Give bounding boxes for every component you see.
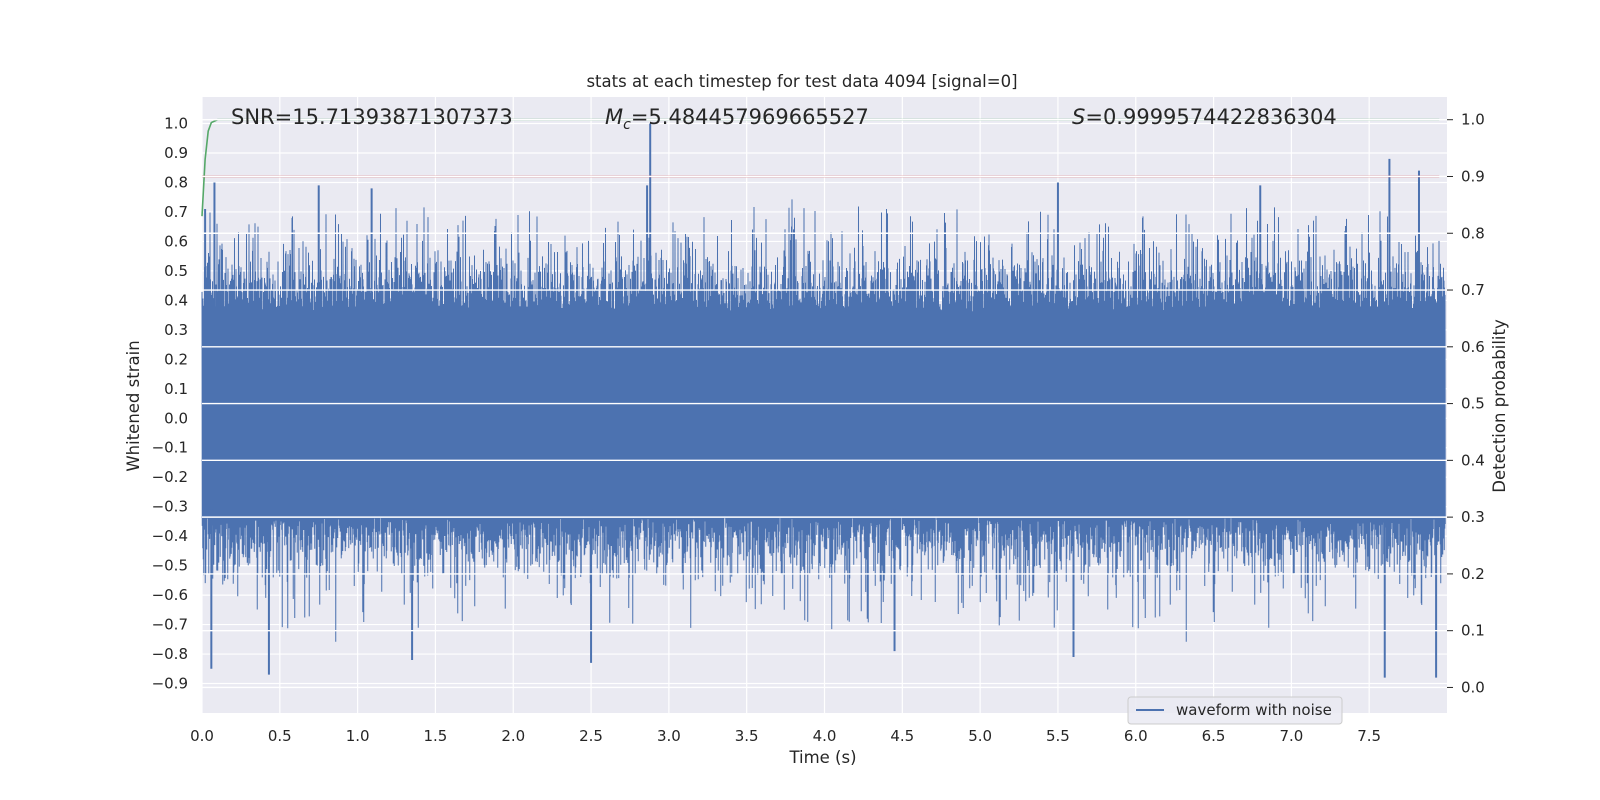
x-tick-label: 5.0 <box>968 727 992 745</box>
x-tick-label: 7.5 <box>1357 727 1381 745</box>
y-tick-label-left: −0.2 <box>152 468 188 486</box>
s-value: =0.9999574422836304 <box>1085 105 1336 129</box>
y-tick-label-right: 0.7 <box>1461 281 1485 299</box>
x-tick-label: 5.5 <box>1046 727 1070 745</box>
y-tick-label-left: 0.7 <box>164 203 188 221</box>
y-tick-label-left: 0.1 <box>164 380 188 398</box>
chirp-mass-value: =5.484457969665527 <box>631 105 869 129</box>
y-tick-label-left: −0.1 <box>152 439 188 457</box>
x-axis-label: Time (s) <box>788 748 856 767</box>
y-tick-label-right: 1.0 <box>1461 111 1485 129</box>
x-tick-label: 0.5 <box>268 727 292 745</box>
y-tick-label-left: −0.7 <box>152 616 188 634</box>
y-tick-label-left: −0.4 <box>152 527 188 545</box>
y-tick-label-right: 0.4 <box>1461 451 1485 469</box>
waveform-core <box>202 321 1446 510</box>
x-tick-label: 6.0 <box>1124 727 1148 745</box>
x-tick-label: 1.0 <box>346 727 370 745</box>
x-tick-label: 3.5 <box>735 727 759 745</box>
chart-title: stats at each timestep for test data 409… <box>586 72 1017 91</box>
y-axis-label-right: Detection probability <box>1490 319 1509 493</box>
x-tick-label: 7.0 <box>1279 727 1303 745</box>
y-tick-label-right: 0.0 <box>1461 678 1485 696</box>
chirp-mass-symbol: M <box>605 105 623 129</box>
y-tick-label-right: 0.8 <box>1461 224 1485 242</box>
s-symbol: S <box>1072 105 1085 129</box>
y-axis-label-left: Whitened strain <box>124 340 143 471</box>
y-tick-label-left: 0.2 <box>164 350 188 368</box>
y-tick-label-right: 0.5 <box>1461 395 1485 413</box>
y-tick-label-right: 0.2 <box>1461 565 1485 583</box>
y-tick-label-left: −0.8 <box>152 645 188 663</box>
y-tick-label-left: −0.3 <box>152 498 188 516</box>
x-tick-label: 4.5 <box>890 727 914 745</box>
y-tick-label-left: −0.9 <box>152 675 188 693</box>
x-tick-label: 3.0 <box>657 727 681 745</box>
y-tick-label-left: 1.0 <box>164 115 188 133</box>
y-tick-label-right: 0.6 <box>1461 338 1485 356</box>
chirp-mass-annotation: Mc=5.484457969665527 <box>605 105 869 133</box>
chirp-mass-subscript: c <box>623 117 631 133</box>
y-tick-label-left: 0.6 <box>164 232 188 250</box>
legend-label-waveform: waveform with noise <box>1176 701 1332 719</box>
y-tick-label-left: 0.9 <box>164 144 188 162</box>
y-tick-label-left: 0.4 <box>164 291 188 309</box>
x-tick-label: 2.0 <box>501 727 525 745</box>
y-tick-label-right: 0.1 <box>1461 622 1485 640</box>
legend: waveform with noise <box>1127 696 1343 725</box>
legend-box <box>1127 696 1343 725</box>
y-tick-label-right: 0.9 <box>1461 167 1485 185</box>
x-tick-label: 4.0 <box>813 727 837 745</box>
snr-annotation: SNR=15.71393871307373 <box>231 105 513 129</box>
y-tick-label-left: −0.5 <box>152 557 188 575</box>
x-tick-label: 1.5 <box>424 727 448 745</box>
s-annotation: S=0.9999574422836304 <box>1072 105 1337 129</box>
x-tick-label: 6.5 <box>1202 727 1226 745</box>
y-tick-label-left: 0.5 <box>164 262 188 280</box>
y-tick-label-left: −0.6 <box>152 586 188 604</box>
y-tick-label-left: 0.3 <box>164 321 188 339</box>
x-tick-label: 2.5 <box>579 727 603 745</box>
y-tick-label-right: 0.3 <box>1461 508 1485 526</box>
y-tick-label-left: 0.8 <box>164 173 188 191</box>
x-tick-label: 0.0 <box>190 727 214 745</box>
y-tick-label-left: 0.0 <box>164 409 188 427</box>
